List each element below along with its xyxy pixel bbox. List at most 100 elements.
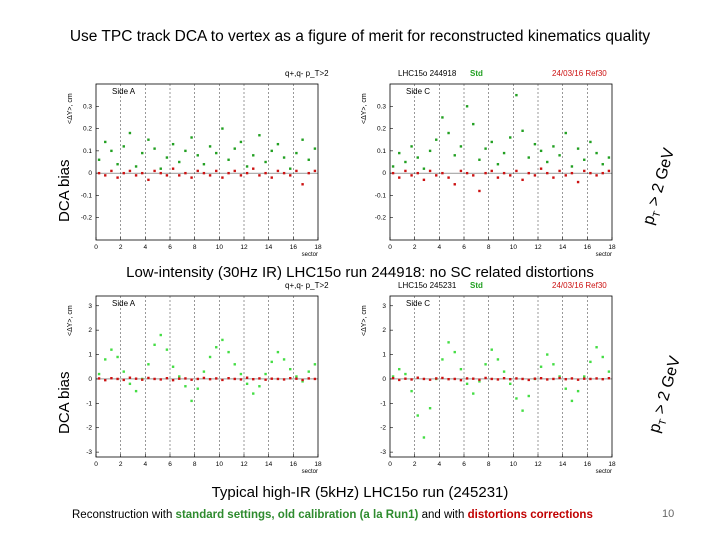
std-point bbox=[165, 348, 169, 351]
corr-point bbox=[245, 376, 249, 379]
corr-point bbox=[564, 377, 567, 381]
figure-low-ir: q+,q- p_T>2 LHC15o 244918 Std 24/03/16 Ref3… bbox=[60, 64, 650, 264]
y-tick-label: 1 bbox=[88, 352, 92, 359]
std-point bbox=[270, 149, 273, 153]
y-tick-label: 0.2 bbox=[83, 126, 92, 133]
std-point bbox=[472, 122, 475, 126]
panel-frame bbox=[95, 295, 319, 458]
y-tick-label: 1 bbox=[382, 352, 386, 359]
corr-point bbox=[502, 171, 506, 175]
std-point bbox=[583, 158, 586, 161]
std-point bbox=[270, 360, 273, 364]
corr-point bbox=[202, 376, 206, 380]
corr-point bbox=[116, 176, 119, 179]
x-tick-label: 8 bbox=[487, 244, 491, 251]
std-point bbox=[97, 158, 101, 161]
corr-point bbox=[252, 167, 255, 170]
std-point bbox=[301, 138, 304, 141]
std-point bbox=[552, 363, 555, 366]
std-point bbox=[589, 140, 592, 144]
std-point bbox=[276, 142, 280, 146]
corr-point bbox=[153, 377, 156, 381]
x-tick-label: 16 bbox=[584, 244, 592, 251]
header-label: q+,q- p_T>2 bbox=[285, 69, 329, 78]
corr-point bbox=[258, 174, 261, 177]
corr-point bbox=[515, 169, 518, 173]
x-tick-label: 4 bbox=[438, 244, 442, 251]
corr-point bbox=[422, 178, 426, 182]
corr-point bbox=[447, 176, 450, 179]
std-point bbox=[128, 382, 132, 386]
std-point bbox=[472, 392, 475, 395]
std-point bbox=[171, 365, 175, 368]
std-point bbox=[289, 367, 292, 371]
x-tick-label: 6 bbox=[168, 461, 172, 468]
std-point bbox=[441, 358, 444, 361]
std-point bbox=[295, 375, 298, 378]
std-point bbox=[159, 333, 162, 337]
std-point bbox=[252, 154, 255, 157]
std-point bbox=[221, 338, 224, 342]
corr-point bbox=[496, 176, 500, 179]
x-tick-label: 16 bbox=[290, 244, 298, 251]
std-point bbox=[141, 151, 144, 155]
std-point bbox=[533, 142, 537, 146]
corr-point bbox=[496, 378, 500, 381]
corr-point bbox=[533, 174, 537, 177]
figure-high-ir: q+,q- p_T>2 LHC15o 245231 Std 24/03/16 Ref3… bbox=[60, 276, 650, 481]
caption-high-ir: Typical high-IR (5kHz) LHC15o run (24523… bbox=[211, 484, 509, 501]
std-point bbox=[502, 370, 506, 373]
x-axis-label: sector bbox=[302, 469, 318, 475]
std-label: Std bbox=[470, 281, 483, 290]
std-point bbox=[404, 160, 407, 164]
std-point bbox=[307, 158, 310, 161]
std-point bbox=[422, 436, 426, 439]
x-tick-label: 10 bbox=[510, 461, 518, 468]
std-point bbox=[521, 409, 524, 412]
std-point bbox=[110, 149, 113, 153]
std-point bbox=[245, 165, 249, 168]
pt-label-bottom: pT > 2 GeV bbox=[646, 354, 687, 435]
corr-point bbox=[110, 169, 113, 173]
std-point bbox=[97, 372, 101, 376]
corr-point bbox=[583, 377, 586, 380]
corr-point bbox=[104, 378, 107, 382]
std-point bbox=[564, 131, 567, 135]
x-tick-label: 2 bbox=[119, 244, 123, 251]
std-point bbox=[558, 375, 561, 378]
corr-point bbox=[258, 377, 261, 380]
std-point bbox=[239, 372, 243, 376]
chart-high-ir: q+,q- p_T>2 LHC15o 245231 Std 24/03/16 Ref3… bbox=[67, 281, 616, 475]
corr-point bbox=[165, 174, 169, 177]
std-point bbox=[496, 358, 500, 361]
ref-label: 24/03/16 Ref30 bbox=[552, 69, 607, 78]
corr-point bbox=[116, 377, 119, 381]
corr-point bbox=[595, 174, 598, 177]
corr-point bbox=[233, 169, 236, 173]
corr-point bbox=[208, 377, 212, 381]
header-label: q+,q- p_T>2 bbox=[285, 281, 329, 290]
corr-point bbox=[289, 174, 292, 177]
corr-point bbox=[104, 174, 107, 177]
corr-point bbox=[435, 174, 438, 177]
x-tick-label: 14 bbox=[559, 244, 567, 251]
corr-point bbox=[270, 377, 273, 380]
x-tick-label: 10 bbox=[216, 244, 224, 251]
corr-point bbox=[472, 174, 475, 177]
corr-point bbox=[215, 377, 218, 380]
x-tick-label: 0 bbox=[94, 244, 98, 251]
side-label: Side C bbox=[406, 87, 430, 96]
std-point bbox=[313, 147, 317, 150]
std-point bbox=[564, 387, 567, 390]
std-point bbox=[539, 149, 543, 153]
x-tick-label: 4 bbox=[144, 244, 148, 251]
corr-point bbox=[515, 377, 518, 380]
std-point bbox=[116, 355, 119, 359]
std-point bbox=[546, 160, 549, 164]
corr-point bbox=[208, 174, 212, 177]
x-tick-label: 8 bbox=[193, 461, 197, 468]
corr-point bbox=[391, 171, 395, 175]
x-tick-label: 4 bbox=[438, 461, 442, 468]
std-point bbox=[410, 389, 413, 393]
corr-point bbox=[484, 376, 487, 380]
